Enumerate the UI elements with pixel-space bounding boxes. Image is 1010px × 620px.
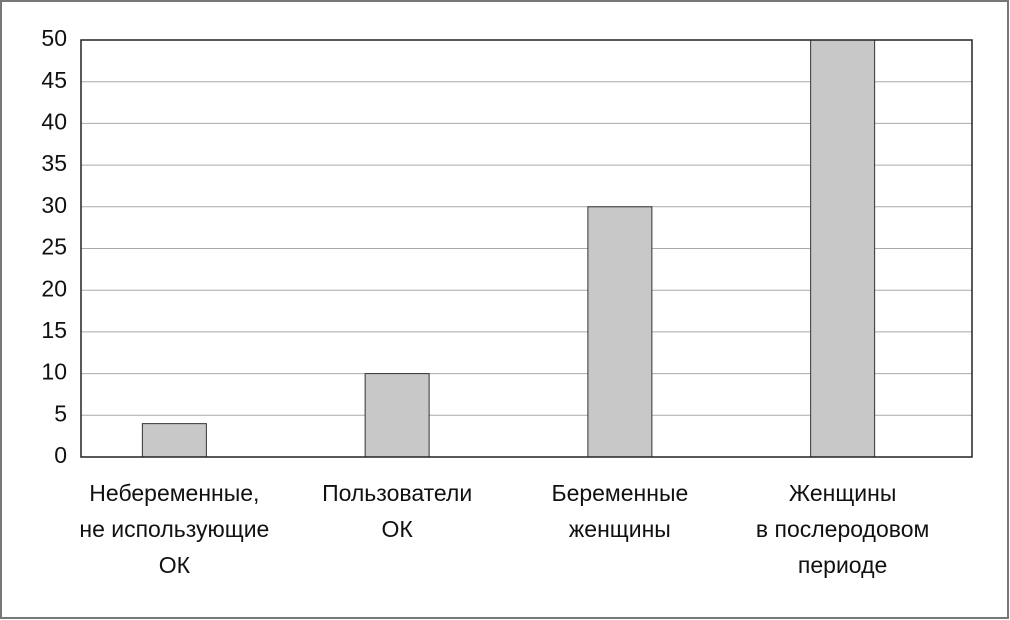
bar — [364, 373, 430, 458]
y-tick-label: 30 — [41, 192, 67, 218]
y-tick-label: 25 — [41, 234, 67, 260]
bar — [587, 206, 653, 458]
y-tick-label: 35 — [41, 150, 67, 176]
y-tick-label: 0 — [54, 442, 67, 468]
x-tick-label: Женщины в послеродовом периоде — [756, 480, 929, 578]
x-tick-label: Пользователи ОК — [322, 480, 472, 542]
x-tick-label: Небеременные, не использующие ОК — [79, 480, 269, 578]
y-tick-label: 10 — [41, 359, 67, 385]
y-tick-label: 45 — [41, 67, 67, 93]
y-tick-label: 5 — [54, 400, 67, 426]
bar — [810, 39, 876, 458]
plot-border — [80, 39, 973, 458]
y-tick-label: 40 — [41, 108, 67, 134]
y-tick-label: 20 — [41, 275, 67, 301]
y-tick-label: 50 — [41, 25, 67, 51]
bar — [141, 423, 207, 458]
x-tick-label: Беременные женщины — [551, 480, 688, 542]
y-tick-label: 15 — [41, 317, 67, 343]
